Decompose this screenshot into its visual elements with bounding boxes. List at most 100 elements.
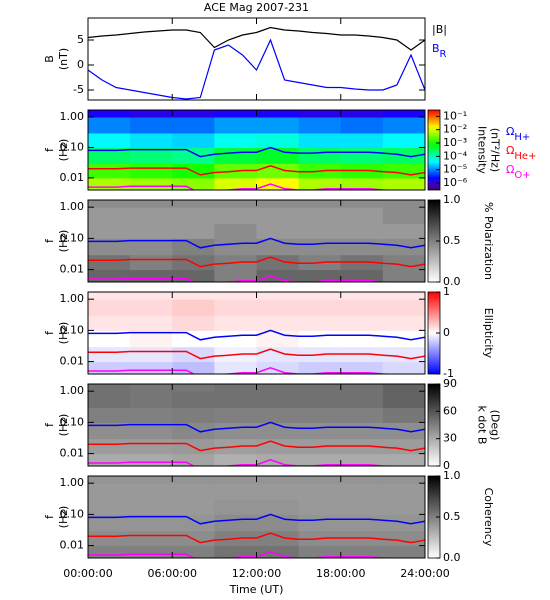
heatmap-cell: [382, 483, 425, 501]
series-line: [88, 38, 425, 100]
legend-entry: |B|: [432, 23, 447, 36]
heatmap-cell: [256, 200, 300, 208]
heatmap-cell: [172, 330, 215, 348]
y-tick-label: 0: [77, 58, 84, 71]
x-tick-label: 18:00:00: [316, 567, 365, 580]
series-line: [88, 532, 425, 544]
y-tick-label: 0.01: [60, 447, 85, 460]
heatmap-cell: [256, 207, 300, 225]
plot-frame: [87, 383, 426, 467]
series-line: [88, 329, 425, 341]
heatmap-cell: [340, 545, 384, 558]
heatmap-cell: [382, 361, 425, 374]
colorbar-tick-label: 60: [443, 404, 457, 417]
series-line: [88, 421, 425, 433]
heatmap-cell: [256, 361, 300, 374]
heatmap-cell: [172, 292, 215, 300]
heatmap-cell: [382, 530, 425, 547]
x-tick-label: 06:00:00: [148, 567, 197, 580]
heatmap-cell: [382, 132, 425, 148]
heatmap-cell: [172, 514, 215, 532]
heatmap-cell: [214, 384, 257, 392]
heatmap-cell: [130, 330, 173, 348]
heatmap-cell: [298, 117, 342, 134]
heatmap-cell: [298, 407, 342, 423]
heatmap-cell: [172, 147, 215, 164]
heatmap-cell: [88, 346, 131, 363]
colorbar: [427, 383, 441, 467]
colorbar-tick-label: 1.0: [443, 469, 461, 482]
heatmap-cell: [340, 453, 384, 466]
colorbar-tick-label: 0.5: [443, 234, 461, 247]
heatmap-cell: [340, 361, 384, 374]
heatmap-cell: [298, 315, 342, 331]
heatmap-cell: [130, 476, 173, 484]
heatmap-cell: [88, 330, 131, 348]
heatmap-cell: [88, 177, 131, 190]
heatmap-cell: [340, 476, 384, 484]
legend-entry: BR: [432, 42, 447, 60]
heatmap-cell: [130, 299, 173, 317]
heatmap-cell: [298, 299, 342, 317]
series-line: [88, 237, 425, 249]
heatmap-cell: [256, 117, 300, 134]
heatmap-cell: [130, 223, 173, 239]
heatmap-cell: [130, 361, 173, 374]
heatmap-cell: [88, 514, 131, 532]
legend-entry: ΩHe+: [506, 144, 536, 162]
plot-frame: [87, 291, 426, 375]
heatmap-cell: [256, 147, 300, 164]
heatmap-cell: [172, 269, 215, 282]
heatmap-cell: [130, 163, 173, 179]
heatmap-cell: [340, 292, 384, 300]
heatmap-cell: [130, 315, 173, 331]
heatmap-cell: [88, 110, 131, 118]
y-tick-label: 1.00: [60, 384, 85, 397]
heatmap-cell: [88, 391, 131, 409]
y-tick-label: 0.01: [60, 355, 85, 368]
series-line: [88, 348, 425, 360]
series-line: [88, 165, 425, 176]
heatmap-cell: [88, 545, 131, 558]
heatmap-cell: [340, 422, 384, 440]
heatmap-cell: [172, 453, 215, 466]
heatmap-cell: [298, 223, 342, 239]
heatmap-cell: [340, 299, 384, 317]
colorbar-label: % Polarization: [482, 202, 495, 280]
colorbar-tick-label: 10⁻³: [443, 136, 467, 149]
heatmap-cell: [130, 254, 173, 271]
colorbar-label: (nT²/Hz): [489, 128, 502, 172]
heatmap-cell: [130, 346, 173, 363]
heatmap-cell: [214, 422, 257, 440]
series-line: [88, 26, 425, 51]
heatmap-cell: [340, 483, 384, 501]
heatmap-cell: [214, 545, 257, 558]
heatmap-cell: [88, 254, 131, 271]
y-tick-label: 1.00: [60, 476, 85, 489]
heatmap-cell: [172, 361, 215, 374]
colorbar-tick-label: 1: [443, 285, 450, 298]
heatmap-cell: [172, 299, 215, 317]
y-axis-label: f: [43, 514, 56, 519]
heatmap-cell: [256, 391, 300, 409]
heatmap-cell: [382, 476, 425, 484]
colorbar-tick-label: 10⁻⁵: [443, 163, 467, 176]
y-axis-label: (Hz): [57, 322, 70, 345]
heatmap-cell: [172, 422, 215, 440]
plot-frame: [87, 475, 426, 559]
heatmap-cell: [172, 117, 215, 134]
heatmap-cell: [172, 110, 215, 118]
heatmap-cell: [382, 177, 425, 190]
heatmap-cell: [256, 483, 300, 501]
heatmap-cell: [382, 254, 425, 271]
heatmap-cell: [256, 110, 300, 118]
heatmap-cell: [130, 110, 173, 118]
heatmap-cell: [340, 499, 384, 515]
heatmap-cell: [298, 132, 342, 148]
heatmap-cell: [130, 483, 173, 501]
heatmap-cell: [88, 476, 131, 484]
series-line: [88, 146, 425, 158]
heatmap-cell: [382, 545, 425, 558]
heatmap-cell: [382, 117, 425, 134]
